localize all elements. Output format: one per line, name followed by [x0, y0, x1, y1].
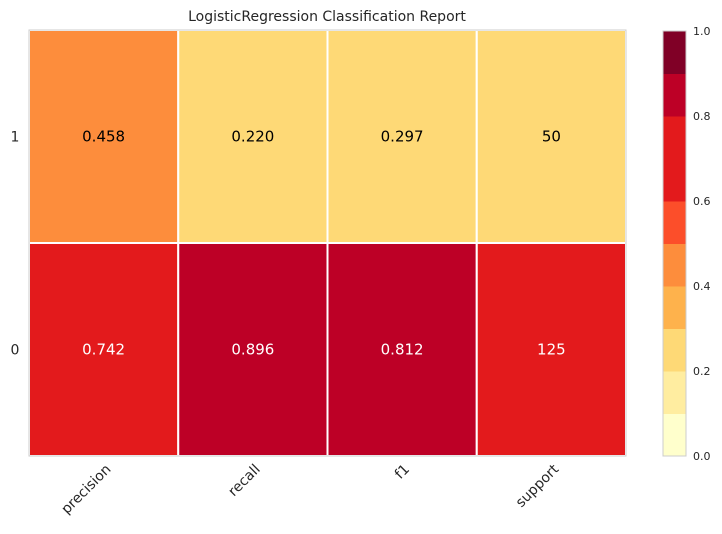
cell-value-label: 0.297 — [381, 128, 424, 146]
colorbar: 0.0 0.2 0.4 0.6 0.8 1.0 — [662, 25, 711, 463]
colorbar-tick-label: 0.8 — [693, 110, 711, 123]
colorbar-bin — [663, 243, 686, 287]
cell-value-label: 0.220 — [231, 128, 274, 146]
colorbar-tick-label: 0.6 — [693, 195, 711, 208]
cell-value-label: 0.458 — [82, 128, 125, 146]
colorbar-frame — [662, 30, 687, 457]
colorbar-tick-label: 0.0 — [693, 450, 711, 463]
heatmap-plot: 0.458 0.220 0.297 50 0.742 0.896 0.812 125 1 0 pre… — [11, 29, 627, 518]
chart-title: LogisticRegression Classification Report — [188, 9, 466, 25]
colorbar-bin — [663, 31, 686, 74]
heatmap-cell — [177, 29, 329, 244]
colorbar-tick-label: 1.0 — [693, 25, 711, 38]
colorbar-bin — [663, 73, 686, 117]
cell-value-label: 0.742 — [82, 341, 125, 359]
cell-value-label: 0.896 — [231, 341, 274, 359]
y-tick-label: 0 — [11, 343, 20, 359]
cell-value-label: 125 — [537, 341, 566, 359]
cell-value-label: 50 — [542, 128, 561, 146]
colorbar-tick-label: 0.2 — [693, 365, 711, 378]
x-tick-label: recall — [225, 462, 263, 500]
colorbar-bin — [663, 116, 686, 159]
x-tick-label: precision — [58, 462, 114, 518]
y-tick-label: 1 — [11, 130, 20, 146]
x-tick-label: f1 — [392, 462, 413, 483]
colorbar-bin — [663, 413, 686, 457]
colorbar-bin — [663, 158, 686, 202]
heatmap-cell — [475, 29, 627, 244]
heatmap-cell — [28, 29, 180, 244]
heatmap-cell — [28, 242, 180, 457]
heatmap-cell — [177, 242, 329, 457]
x-tick-label: support — [513, 461, 563, 511]
heatmap-cell — [475, 242, 627, 457]
colorbar-bin — [663, 371, 686, 414]
plot-frame — [28, 29, 627, 457]
colorbar-bin — [663, 201, 686, 244]
colorbar-bin — [663, 328, 686, 372]
colorbar-bin — [663, 286, 686, 329]
cell-value-label: 0.812 — [381, 341, 424, 359]
colorbar-tick-label: 0.4 — [693, 280, 711, 293]
